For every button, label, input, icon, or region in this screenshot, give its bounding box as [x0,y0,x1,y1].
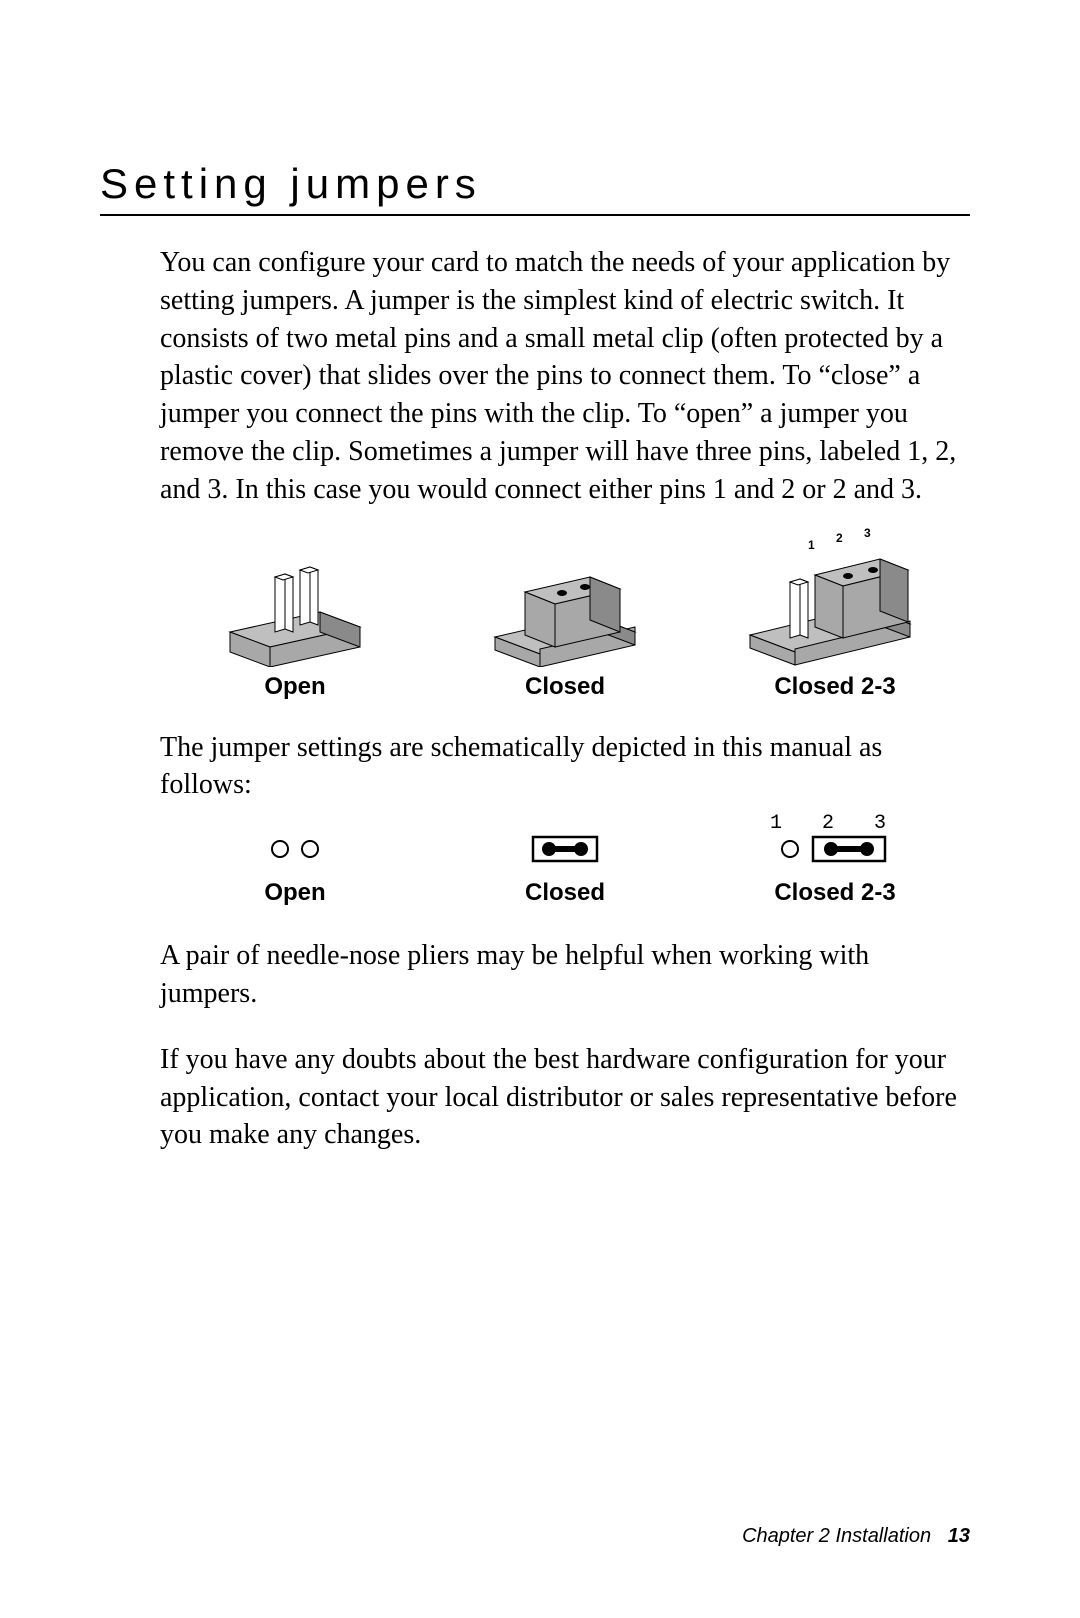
isometric-captions: Open Closed Closed 2-3 [160,673,970,701]
footer-page-number: 13 [948,1525,970,1547]
paragraph-doubts: If you have any doubts about the best ha… [160,1041,970,1154]
paragraph-pliers: A pair of needle-nose pliers may be help… [160,937,970,1013]
page-footer: Chapter 2 Installation 13 [742,1525,970,1548]
schematic-figure-row: 1 2 3 [160,812,970,869]
page: Setting jumpers You can configure your c… [0,0,1080,1618]
paragraph-intro: You can configure your card to match the… [160,244,970,509]
schematic-closed [515,812,615,869]
pin-number-3: 3 [864,527,871,540]
pin-number-1: 1 [808,538,815,552]
caption-open-2: Open [160,879,430,907]
jumper-open-isometric [200,537,390,667]
section-heading: Setting jumpers [100,160,970,216]
caption-closed23: Closed 2-3 [700,673,970,701]
schematic-closed23: 1 2 3 [765,812,905,869]
caption-closed23-2: Closed 2-3 [700,879,970,907]
schematic-captions: Open Closed Closed 2-3 [160,879,970,907]
schematic-open [250,812,340,869]
schematic-pin-labels: 1 2 3 [765,812,905,834]
footer-chapter: Chapter 2 Installation [742,1525,931,1547]
caption-closed: Closed [430,673,700,701]
caption-open: Open [160,673,430,701]
jumper-closed-isometric [470,537,660,667]
jumper-closed23-isometric: 1 2 3 [730,527,940,667]
isometric-figure-row: 1 2 3 [160,527,970,667]
caption-closed-2: Closed [430,879,700,907]
pin-number-2: 2 [836,531,843,545]
paragraph-schematic-intro: The jumper settings are schematically de… [160,729,970,805]
